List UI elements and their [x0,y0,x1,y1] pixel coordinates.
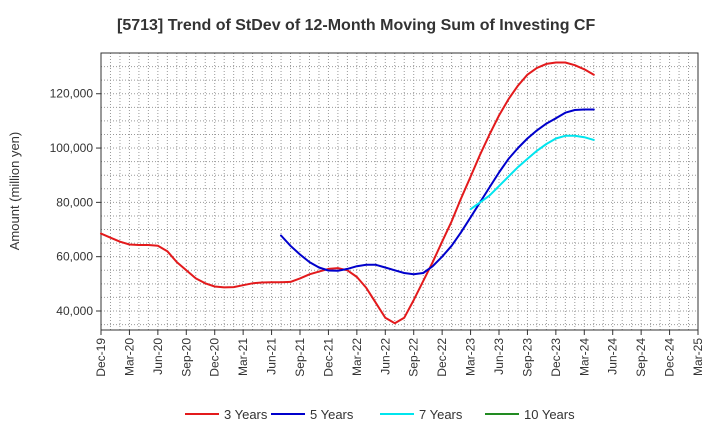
x-tick-label: Jun-22 [378,338,392,375]
x-tick-label: Mar-25 [691,338,705,376]
series-line [280,108,595,276]
plot-frame [100,52,699,331]
series-line [469,134,595,211]
x-tick-label: Sep-24 [634,338,648,377]
legend-label: 5 Years [310,407,354,422]
y-tick-label: 40,000 [56,304,93,318]
y-tick-label: 80,000 [56,195,93,209]
x-tick-label: Sep-20 [179,338,193,377]
plot-area: 40,000 60,000 80,000 100,000 120,000 Dec-19 Ma… [50,52,705,377]
y-axis-label: Amount (million yen) [7,132,22,251]
x-tick-label: Sep-21 [293,338,307,377]
legend: 3 Years 5 Years 7 Years 10 Years [185,407,575,422]
x-tick-label: Dec-22 [435,338,449,377]
x-tick-label: Jun-23 [492,338,506,375]
x-tick-label: Jun-24 [606,338,620,375]
x-tick-label: Dec-19 [94,338,108,377]
x-tick-label: Dec-23 [549,338,563,377]
x-tick-label: Jun-20 [151,338,165,375]
legend-label: 3 Years [224,407,268,422]
x-tick-label: Dec-21 [321,338,335,377]
x-tick-label: Sep-23 [520,338,534,377]
legend-label: 10 Years [524,407,575,422]
x-tick-label: Mar-23 [464,338,478,376]
x-tick-label: Dec-24 [663,338,677,377]
y-tick-label: 120,000 [50,87,94,101]
y-tick-label: 60,000 [56,250,93,264]
x-tick-label: Mar-20 [122,338,136,376]
x-tick-label: Dec-20 [208,338,222,377]
x-tick-label: Sep-22 [407,338,421,377]
y-tick-label: 100,000 [50,141,94,155]
x-tick-label: Mar-21 [236,338,250,376]
legend-label: 7 Years [419,407,463,422]
x-tick-label: Jun-21 [265,338,279,375]
series-line [100,61,595,325]
x-tick-label: Mar-22 [350,338,364,376]
x-tick-label: Mar-24 [577,338,591,376]
chart-title: [5713] Trend of StDev of 12-Month Moving… [117,17,595,34]
